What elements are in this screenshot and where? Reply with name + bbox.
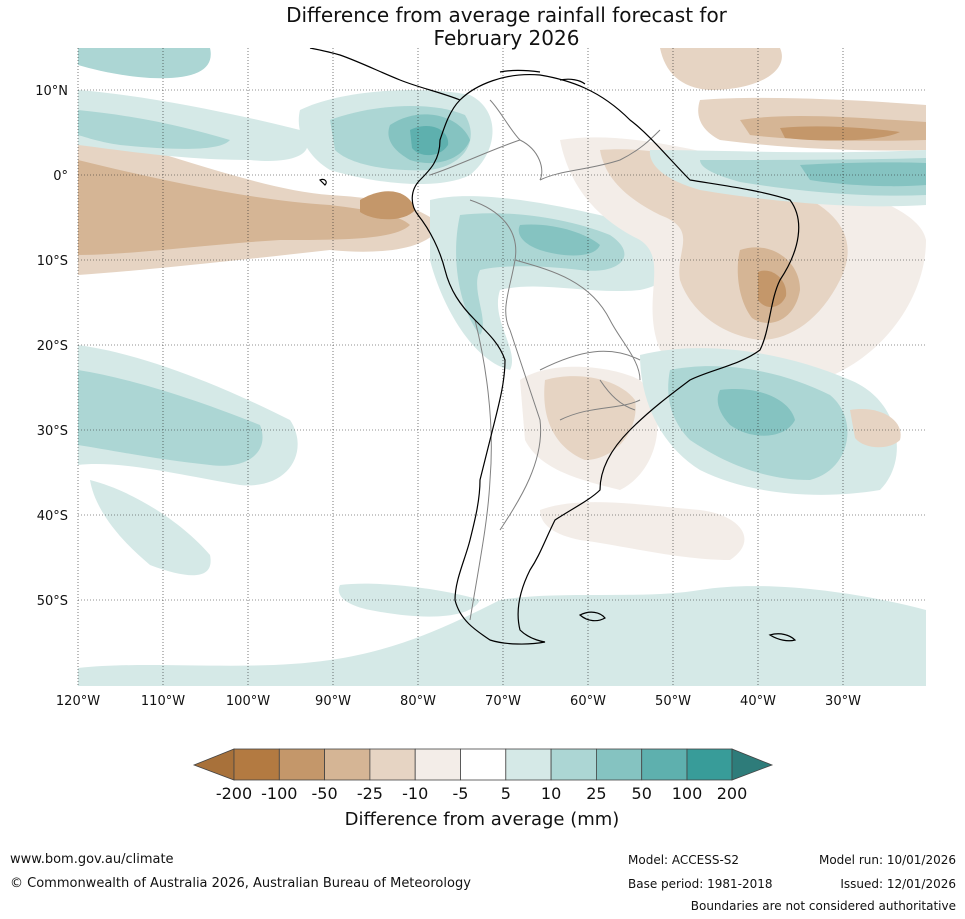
wet-south-atlantic-core xyxy=(717,389,795,436)
map-title: Difference from average rainfall forecas… xyxy=(0,4,965,50)
colorbar-tick: 10 xyxy=(541,784,561,803)
colorbar-tick: 50 xyxy=(632,784,652,803)
wet-amazon-core xyxy=(518,224,600,256)
colorbar-tick: -5 xyxy=(453,784,469,803)
dry-brazil-peak xyxy=(758,270,787,308)
colorbar-segment xyxy=(686,748,733,781)
falkland-islands xyxy=(578,611,606,622)
dry-patagonia xyxy=(540,502,745,560)
south-georgia xyxy=(768,633,797,642)
south-america-coast xyxy=(411,73,800,645)
country-borders xyxy=(429,99,661,621)
lat-label: 20°S xyxy=(37,339,68,354)
colorbar-title: Difference from average (mm) xyxy=(345,809,620,830)
wet-colombia-peak xyxy=(410,125,449,156)
wet-atlantic-eq-core xyxy=(800,162,926,187)
colorbar-tick: -50 xyxy=(312,784,338,803)
colorbar-segment xyxy=(641,748,688,781)
lat-label: 10°S xyxy=(37,254,68,269)
lat-label: 0° xyxy=(53,169,68,184)
graticule xyxy=(77,48,926,686)
wet-south-pacific-low xyxy=(338,583,480,617)
lon-label: 100°W xyxy=(226,694,270,709)
colorbar-tick: -200 xyxy=(216,784,252,803)
colorbar-tick: -10 xyxy=(402,784,428,803)
central-america-coast xyxy=(309,48,461,101)
lon-label: 110°W xyxy=(141,694,185,709)
galapagos xyxy=(318,178,327,186)
model-name: Model: ACCESS-S2 xyxy=(628,853,740,867)
colorbar-tick: 200 xyxy=(717,784,748,803)
lon-label: 90°W xyxy=(315,694,351,709)
colorbar-segment xyxy=(233,748,280,781)
lat-label: 40°S xyxy=(37,509,68,524)
colorbar-tick: 5 xyxy=(501,784,511,803)
website-link[interactable]: www.bom.gov.au/climate xyxy=(10,852,174,867)
caribbean-islands xyxy=(499,69,586,85)
issued-date: Issued: 12/01/2026 xyxy=(840,877,956,891)
dry-upper-atlantic-peak xyxy=(780,126,900,141)
lat-label: 50°S xyxy=(37,594,68,609)
lat-labels: 10°N 0° 10°S 20°S 30°S 40°S 50°S xyxy=(35,84,68,609)
wet-se-pacific-mid xyxy=(78,370,263,466)
dry-core-ecuador xyxy=(360,191,415,220)
disclaimer: Boundaries are not considered authoritat… xyxy=(690,899,956,913)
colorbar-segment xyxy=(278,748,325,781)
lon-label: 60°W xyxy=(570,694,606,709)
lon-label: 120°W xyxy=(56,694,100,709)
colorbar-segment xyxy=(324,748,371,781)
dry-band-pacific-inner xyxy=(78,160,410,255)
colorbar: -200 -100 -50 -25 -10 -5 5 10 25 50 100 … xyxy=(192,748,774,830)
model-run: Model run: 10/01/2026 xyxy=(818,853,956,867)
colorbar-tick: 25 xyxy=(586,784,606,803)
base-period: Base period: 1981-2018 xyxy=(628,877,773,891)
colorbar-segment xyxy=(505,748,552,781)
colorbar-arrow-right xyxy=(731,748,774,781)
anomaly-field xyxy=(78,48,926,686)
colorbar-segment xyxy=(596,748,643,781)
wet-top-strip xyxy=(78,48,211,79)
lon-label: 70°W xyxy=(485,694,521,709)
lon-label: 40°W xyxy=(740,694,776,709)
dry-top-atlantic xyxy=(660,48,782,90)
colorbar-tick: -100 xyxy=(261,784,297,803)
lon-label: 80°W xyxy=(400,694,436,709)
wet-sw-pacific-south xyxy=(90,480,211,576)
colorbar-segment xyxy=(460,748,507,781)
copyright: © Commonwealth of Australia 2026, Austra… xyxy=(10,876,471,891)
dry-east-atlantic xyxy=(850,409,901,448)
title-line-1: Difference from average rainfall forecas… xyxy=(286,3,727,27)
lat-label: 10°N xyxy=(35,84,68,99)
dry-argentina-mid xyxy=(544,376,636,460)
colorbar-segment xyxy=(414,748,461,781)
lon-labels: 120°W 110°W 100°W 90°W 80°W 70°W 60°W 50… xyxy=(56,694,861,709)
colorbar-segment xyxy=(550,748,597,781)
wet-band-north-pacific-inner xyxy=(78,110,230,149)
lon-label: 30°W xyxy=(825,694,861,709)
title-line-2: February 2026 xyxy=(433,26,580,50)
colorbar-arrow-left xyxy=(192,748,235,781)
colorbar-tick: 100 xyxy=(672,784,703,803)
coastlines xyxy=(309,48,800,645)
lat-label: 30°S xyxy=(37,424,68,439)
wet-southern-ocean xyxy=(78,586,926,686)
colorbar-tick: -25 xyxy=(357,784,383,803)
colorbar-segment xyxy=(369,748,416,781)
lon-label: 50°W xyxy=(655,694,691,709)
